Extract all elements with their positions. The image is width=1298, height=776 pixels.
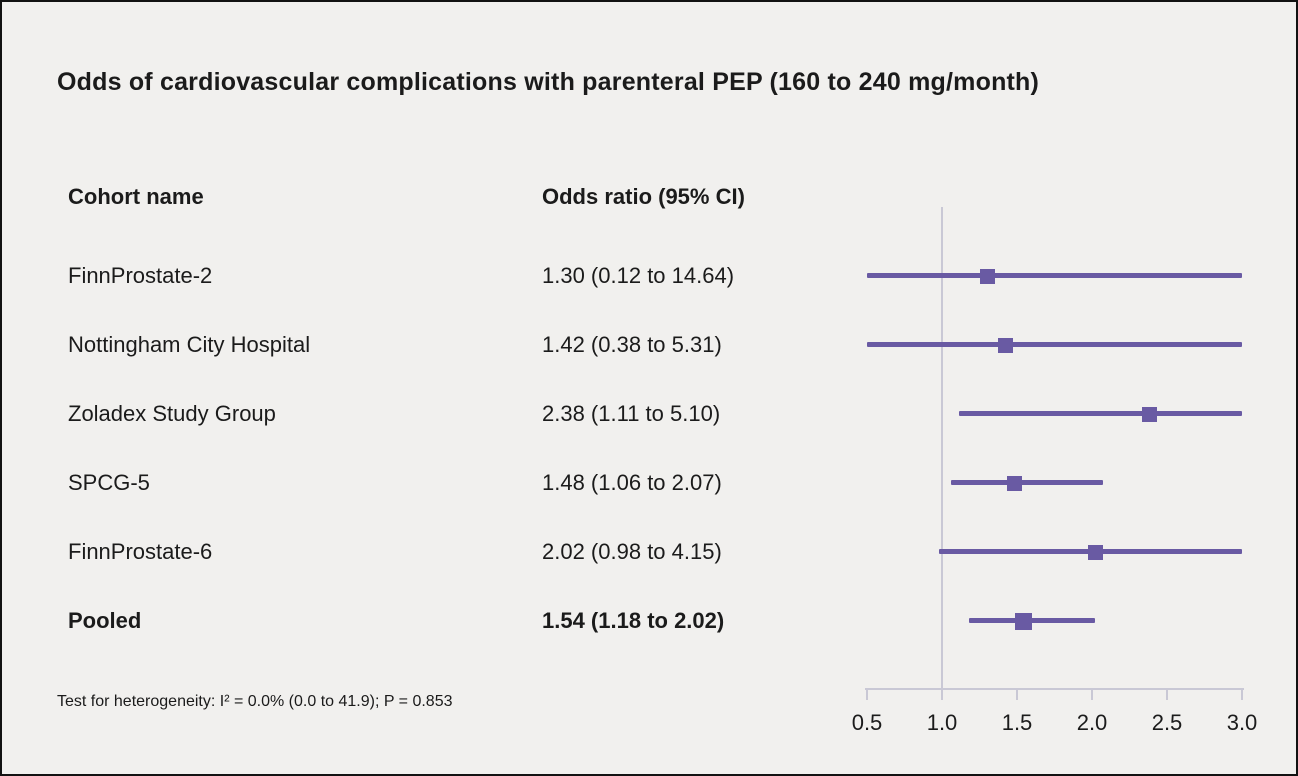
cohort-name-label: FinnProstate-2 (68, 263, 213, 288)
column-header-cohort: Cohort name (68, 184, 204, 209)
x-axis-tick (866, 688, 868, 700)
reference-line (941, 207, 943, 690)
x-axis-tick (1016, 688, 1018, 700)
x-axis-tick (941, 688, 943, 700)
cohort-name-label: FinnProstate-6 (68, 539, 213, 564)
confidence-interval-line (969, 618, 1095, 623)
pooled-estimate-marker (1014, 612, 1032, 630)
x-axis-tick (1241, 688, 1243, 700)
heterogeneity-note: Test for heterogeneity: I² = 0.0% (0.0 t… (57, 693, 453, 710)
point-estimate-marker (1141, 406, 1157, 422)
point-estimate-marker (1006, 475, 1022, 491)
x-axis-tick-label: 3.0 (1226, 710, 1258, 735)
cohort-name-label: Pooled (68, 608, 142, 633)
confidence-interval-line (951, 480, 1103, 485)
odds-ratio-value: 2.38 (1.11 to 5.10) (542, 401, 721, 426)
figure-title: Odds of cardiovascular complications wit… (57, 68, 1040, 96)
x-axis-tick-label: 1.5 (1001, 710, 1033, 735)
odds-ratio-value: 1.42 (0.38 to 5.31) (542, 332, 722, 357)
x-axis-tick-label: 2.5 (1151, 710, 1183, 735)
odds-ratio-value: 1.54 (1.18 to 2.02) (542, 608, 725, 633)
point-estimate-marker (979, 268, 995, 284)
column-header-odds-ratio: Odds ratio (95% CI) (542, 184, 745, 209)
confidence-interval-line (867, 342, 1242, 347)
odds-ratio-value: 1.48 (1.06 to 2.07) (542, 470, 722, 495)
point-estimate-marker (997, 337, 1013, 353)
point-estimate-marker (1087, 544, 1103, 560)
cohort-name-label: SPCG-5 (68, 470, 150, 495)
x-axis-line (865, 688, 1244, 690)
confidence-interval-line (958, 411, 1242, 416)
x-axis-tick-label: 1.0 (926, 710, 958, 735)
x-axis-tick-label: 0.5 (851, 710, 883, 735)
x-axis-tick-label: 2.0 (1076, 710, 1108, 735)
x-axis-tick (1091, 688, 1093, 700)
x-axis-tick (1166, 688, 1168, 700)
odds-ratio-value: 1.30 (0.12 to 14.64) (542, 263, 735, 288)
confidence-interval-line (867, 273, 1242, 278)
cohort-name-label: Zoladex Study Group (68, 401, 276, 426)
cohort-name-label: Nottingham City Hospital (68, 332, 311, 357)
odds-ratio-value: 2.02 (0.98 to 4.15) (542, 539, 722, 564)
